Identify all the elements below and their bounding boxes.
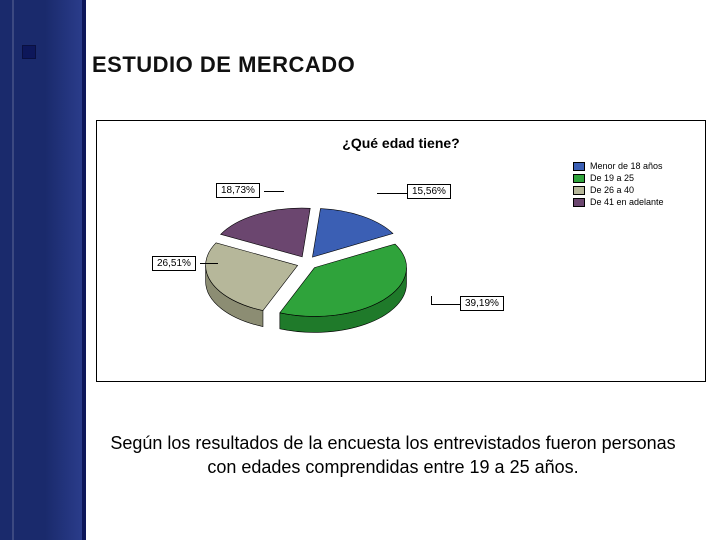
legend-item: De 19 a 25 <box>573 173 693 183</box>
leader-line <box>377 193 407 194</box>
leader-line <box>264 191 284 192</box>
content-area: ESTUDIO DE MERCADO ¿Qué edad tiene? Meno… <box>86 0 720 540</box>
leader-line <box>431 296 432 304</box>
page-title: ESTUDIO DE MERCADO <box>92 52 355 78</box>
legend-label: De 41 en adelante <box>590 197 664 207</box>
pie-chart <box>167 183 447 363</box>
legend-label: De 26 a 40 <box>590 185 634 195</box>
legend-label: De 19 a 25 <box>590 173 634 183</box>
pct-label-2: 26,51% <box>152 256 196 271</box>
chart-legend: Menor de 18 años De 19 a 25 De 26 a 40 D… <box>573 161 693 209</box>
caption-text: Según los resultados de la encuesta los … <box>86 432 720 480</box>
pie-svg <box>167 183 447 363</box>
legend-item: Menor de 18 años <box>573 161 693 171</box>
legend-swatch <box>573 198 585 207</box>
slide-side-accent <box>0 0 86 540</box>
legend-item: De 41 en adelante <box>573 197 693 207</box>
legend-label: Menor de 18 años <box>590 161 663 171</box>
legend-swatch <box>573 186 585 195</box>
leader-line <box>200 263 218 264</box>
chart-title: ¿Qué edad tiene? <box>97 135 705 151</box>
legend-swatch <box>573 162 585 171</box>
pct-label-0: 15,56% <box>407 184 451 199</box>
slide: ESTUDIO DE MERCADO ¿Qué edad tiene? Meno… <box>0 0 720 540</box>
pct-label-3: 18,73% <box>216 183 260 198</box>
pct-label-1: 39,19% <box>460 296 504 311</box>
chart-container: ¿Qué edad tiene? Menor de 18 años De 19 … <box>96 120 706 382</box>
legend-swatch <box>573 174 585 183</box>
leader-line <box>431 304 460 305</box>
legend-item: De 26 a 40 <box>573 185 693 195</box>
